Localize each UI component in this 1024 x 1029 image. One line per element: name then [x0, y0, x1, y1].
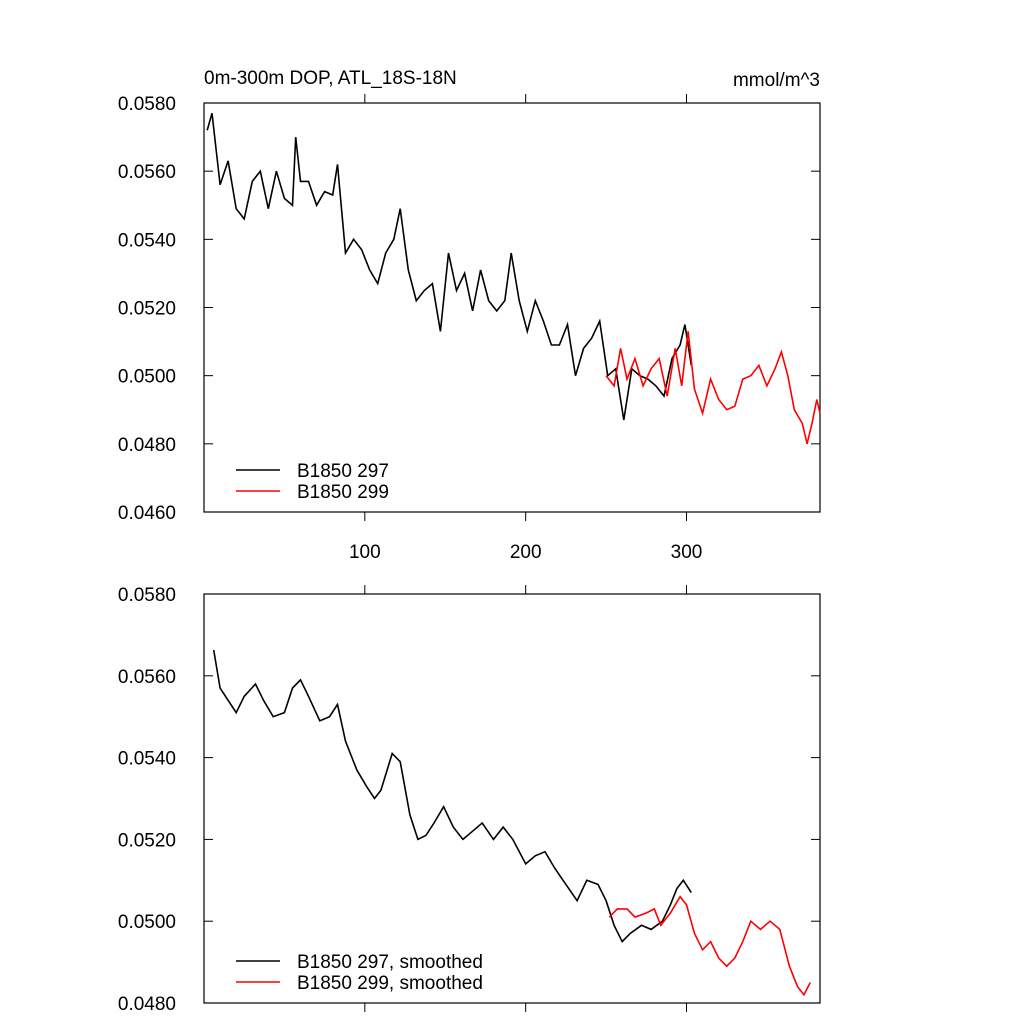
chart-title: 0m-300m DOP, ATL_18S-18N [204, 68, 457, 89]
units-label: mmol/m^3 [733, 70, 820, 91]
y-tick-label: 0.0540 [118, 749, 176, 770]
y-tick-label: 0.0560 [118, 162, 176, 183]
y-tick-label: 0.0560 [118, 667, 176, 688]
y-tick-label: 0.0500 [118, 912, 176, 933]
legend-label: B1850 297, smoothed [297, 952, 483, 973]
series-line [608, 895, 812, 997]
legend-label: B1850 297 [297, 461, 389, 482]
plot-frame [203, 102, 821, 513]
series-line [605, 331, 821, 444]
x-tick-label: 200 [510, 542, 542, 563]
series-line [212, 649, 692, 943]
y-tick-label: 0.0460 [118, 503, 176, 524]
y-tick-label: 0.0520 [118, 830, 176, 851]
legend-label: B1850 299 [297, 482, 389, 503]
y-tick-label: 0.0520 [118, 299, 176, 320]
x-tick-label: 300 [671, 542, 703, 563]
y-tick-label: 0.0480 [118, 435, 176, 456]
y-tick-label: 0.0540 [118, 230, 176, 251]
legend-label: B1850 299, smoothed [297, 973, 483, 994]
plot-frame [203, 593, 821, 1004]
y-tick-label: 0.0580 [118, 94, 176, 115]
y-tick-label: 0.0580 [118, 585, 176, 606]
series-line [206, 112, 693, 421]
y-tick-label: 0.0480 [118, 994, 176, 1015]
x-tick-label: 100 [349, 542, 381, 563]
y-tick-label: 0.0500 [118, 367, 176, 388]
